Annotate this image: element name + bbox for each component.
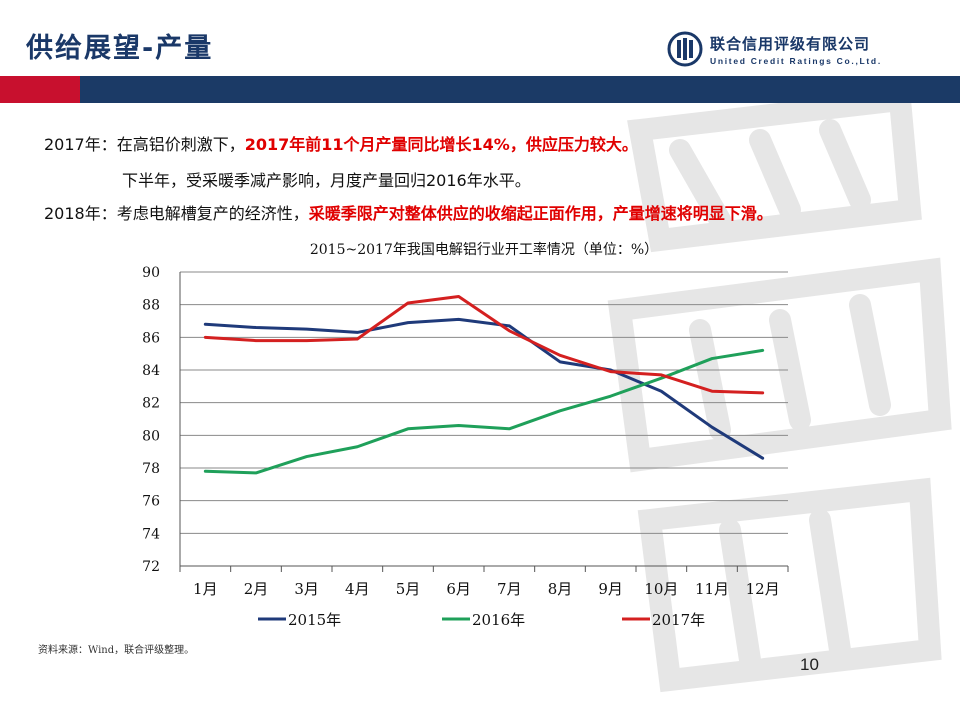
company-logo: 联合信用评级有限公司 United Credit Ratings Co.,Ltd… (666, 30, 882, 68)
chart-title: 2015~2017年我国电解铝行业开工率情况（单位：%） (310, 241, 658, 258)
bullet-text: 2017年：在高铝价刺激下， (44, 135, 245, 154)
watermark-pattern (607, 90, 952, 693)
y-tick-label: 80 (142, 428, 160, 444)
legend-label: 2016年 (472, 611, 525, 629)
page-number: 10 (800, 655, 819, 674)
y-tick-label: 86 (142, 330, 160, 346)
logo-name-cn: 联合信用评级有限公司 (710, 34, 871, 53)
x-tick-label: 8月 (548, 580, 573, 598)
x-tick-label: 11月 (695, 580, 729, 598)
x-tick-label: 7月 (497, 580, 522, 598)
x-tick-label: 3月 (294, 580, 319, 598)
y-tick-label: 72 (142, 559, 160, 575)
legend-label: 2017年 (652, 611, 705, 629)
bullet-text: 2018年：考虑电解槽复产的经济性， (44, 204, 309, 223)
x-tick-label: 2月 (244, 580, 269, 598)
bullet-highlight: 采暖季限产对整体供应的收缩起正面作用，产量增速将明显下滑。 (308, 204, 773, 223)
logo-name-en: United Credit Ratings Co.,Ltd. (710, 55, 882, 66)
series-line-1 (203, 317, 765, 460)
series-line-3 (203, 295, 765, 395)
bullet-2018: 2018年：考虑电解槽复产的经济性，采暖季限产对整体供应的收缩起正面作用，产量增… (44, 200, 773, 224)
logo-icon (667, 31, 703, 67)
y-tick-label: 84 (142, 363, 160, 379)
y-tick-label: 74 (142, 526, 160, 542)
bullet-text: 下半年，受采暖季减产影响，月度产量回归2016年水平。 (122, 171, 531, 190)
series-line-2 (203, 348, 765, 475)
y-tick-label: 82 (142, 396, 160, 412)
y-tick-label: 76 (142, 494, 160, 510)
x-tick-label: 9月 (598, 580, 623, 598)
page-title: 供给展望-产量 (26, 33, 214, 64)
x-tick-label: 12月 (746, 580, 780, 598)
y-tick-label: 78 (142, 461, 160, 477)
y-tick-label: 88 (142, 298, 160, 314)
y-tick-label: 90 (142, 265, 160, 281)
source-note: 资料来源：Wind，联合评级整理。 (38, 645, 195, 656)
x-tick-label: 6月 (446, 580, 471, 598)
bullet-second-half: 下半年，受采暖季减产影响，月度产量回归2016年水平。 (122, 167, 531, 191)
bullet-highlight: 2017年前11个月产量同比增长14%，供应压力较大。 (244, 135, 638, 154)
x-tick-label: 10月 (644, 580, 678, 598)
bullet-2017: 2017年：在高铝价刺激下，2017年前11个月产量同比增长14%，供应压力较大… (44, 131, 638, 155)
header-bar (80, 76, 960, 103)
x-tick-label: 5月 (396, 580, 421, 598)
legend-label: 2015年 (288, 611, 341, 629)
x-tick-label: 1月 (193, 580, 218, 598)
x-tick-label: 4月 (345, 580, 370, 598)
header-bar-accent (0, 76, 80, 103)
